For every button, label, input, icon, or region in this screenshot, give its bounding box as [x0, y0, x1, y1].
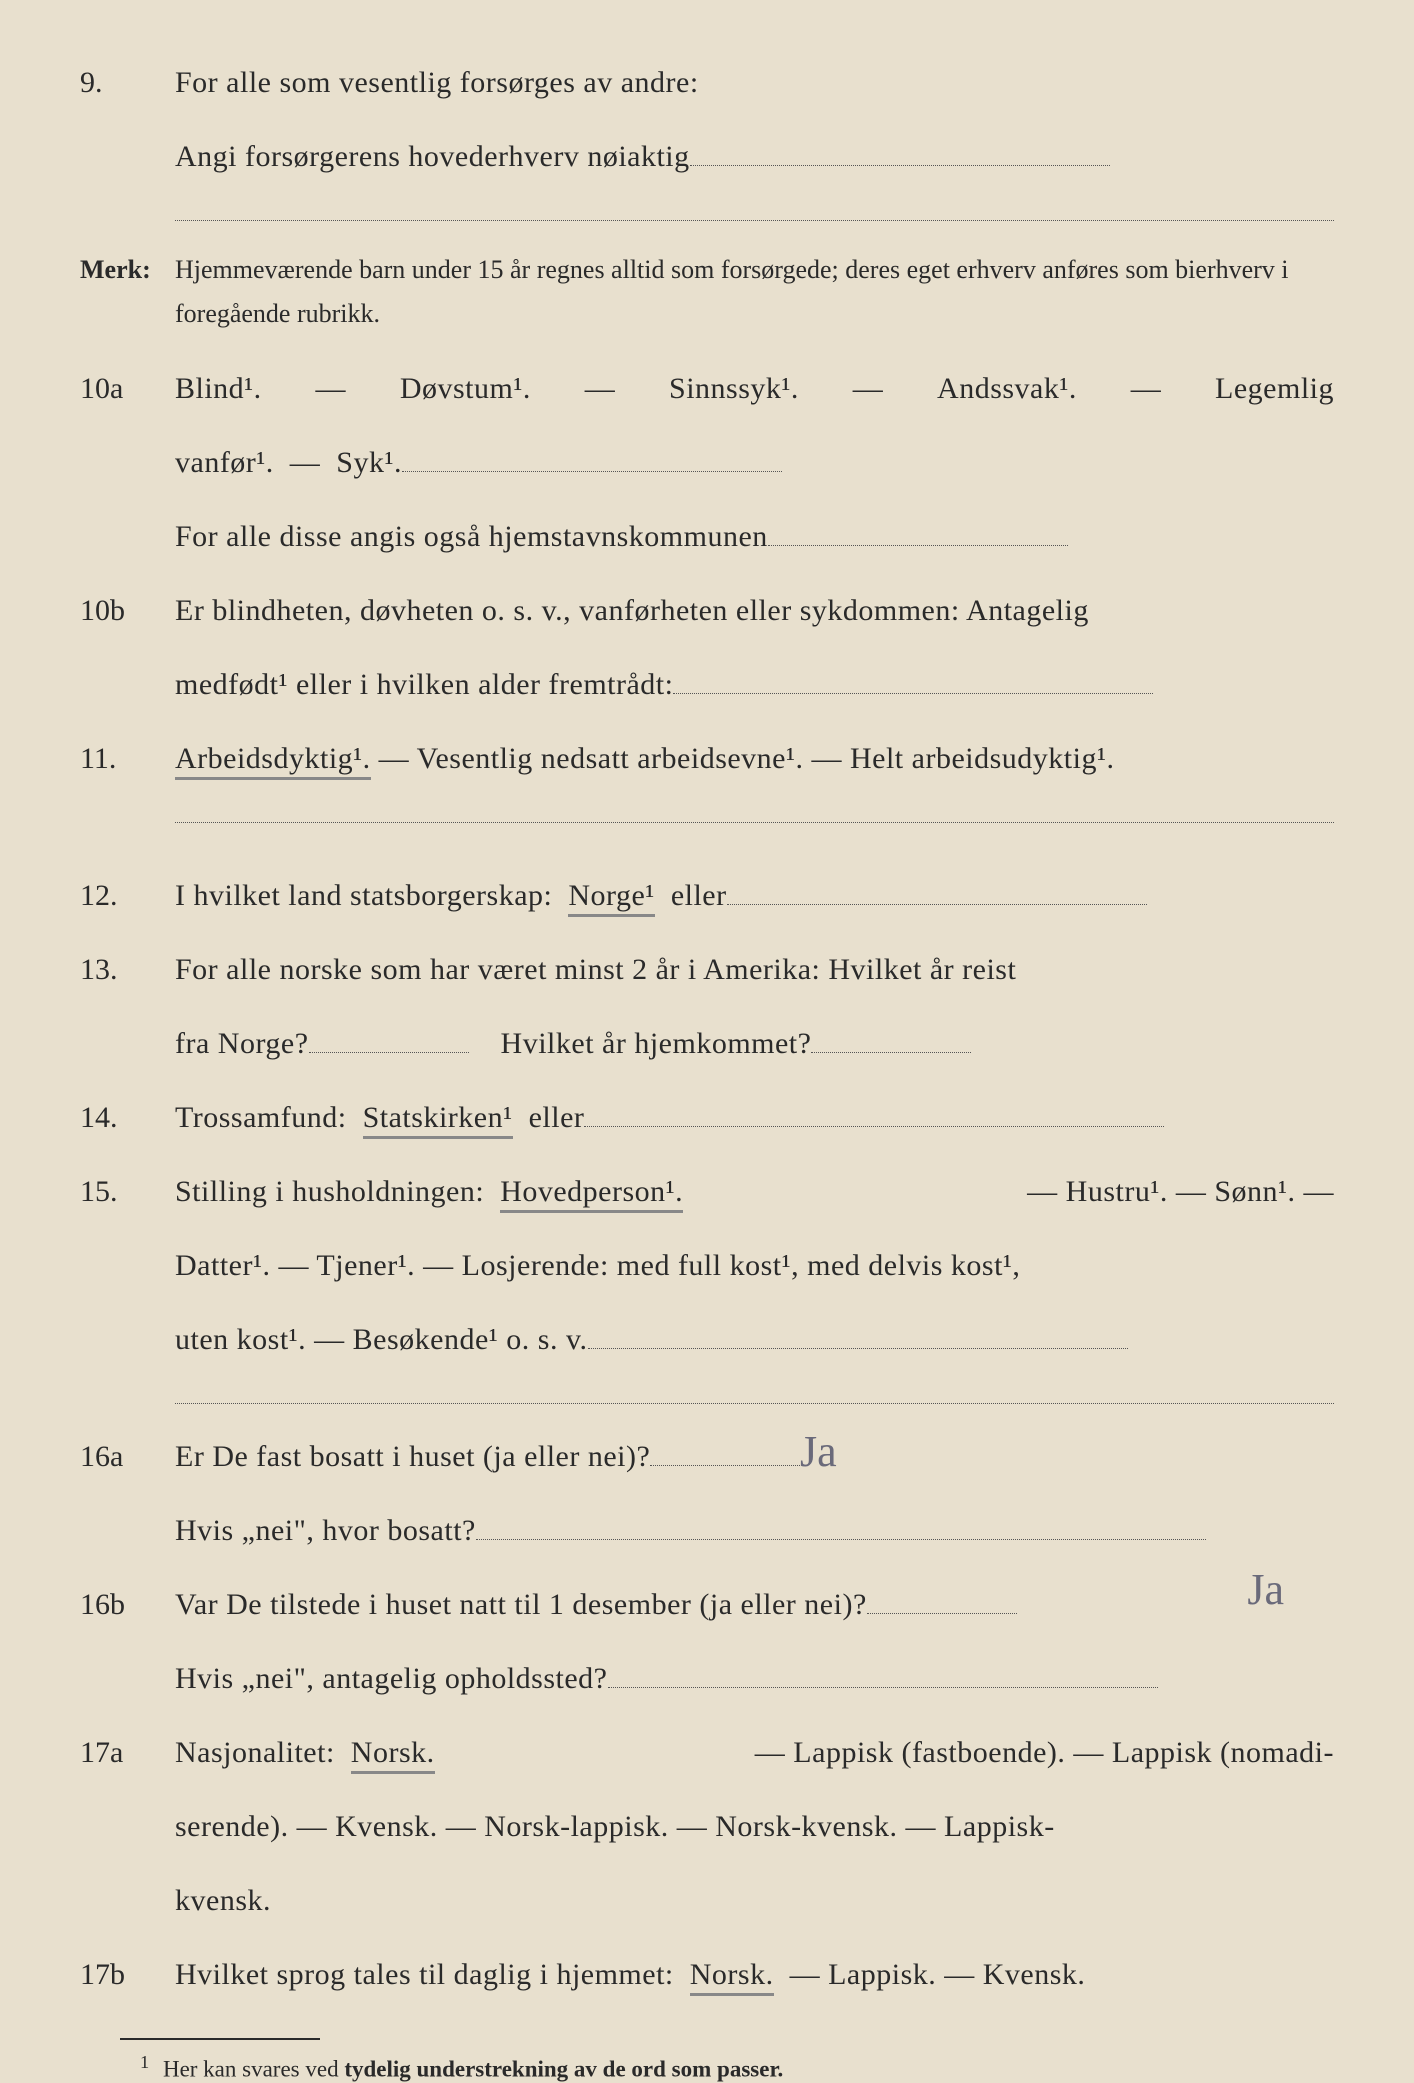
q9-row1: 9. For alle som vesentlig forsørges av a…	[80, 50, 1334, 116]
q10a-row1: 10a Blind¹. — Døvstum¹. — Sinnssyk¹. — A…	[80, 356, 1334, 422]
q15-line1: Stilling i husholdningen: Hovedperson¹. …	[175, 1159, 1334, 1225]
q10b-num: 10b	[80, 578, 175, 644]
q13-row1: 13. For alle norske som har været minst …	[80, 937, 1334, 1003]
q15-line3: uten kost¹. — Besøkende¹ o. s. v.	[175, 1307, 1334, 1373]
q10b-row1: 10b Er blindheten, døvheten o. s. v., va…	[80, 578, 1334, 644]
q11-content: Arbeidsdyktig¹. — Vesentlig nedsatt arbe…	[175, 726, 1334, 792]
q17a-row2: serende). — Kvensk. — Norsk-lappisk. — N…	[80, 1794, 1334, 1860]
footnote: 1 Her kan svares ved tydelig understrekn…	[140, 2052, 1334, 2083]
q17b-row: 17b Hvilket sprog tales til daglig i hje…	[80, 1942, 1334, 2008]
q9-line2: Angi forsørgerens hovederhverv nøiaktig	[175, 124, 1334, 190]
q11-row: 11. Arbeidsdyktig¹. — Vesentlig nedsatt …	[80, 726, 1334, 792]
q16b-line2: Hvis „nei", antagelig opholdssted?	[175, 1646, 1334, 1712]
q15-num: 15.	[80, 1159, 175, 1225]
q15-row3: uten kost¹. — Besøkende¹ o. s. v.	[80, 1307, 1334, 1373]
q10a-line1: Blind¹. — Døvstum¹. — Sinnssyk¹. — Andss…	[175, 356, 1334, 422]
q13-line2: fra Norge? Hvilket år hjemkommet?	[175, 1011, 1334, 1077]
q17a-line2: serende). — Kvensk. — Norsk-lappisk. — N…	[175, 1794, 1334, 1860]
q9-row2: Angi forsørgerens hovederhverv nøiaktig	[80, 124, 1334, 190]
q17b-num: 17b	[80, 1942, 175, 2008]
q11-blank	[175, 822, 1334, 823]
q16b-line1: Var De tilstede i huset natt til 1 desem…	[175, 1572, 1334, 1638]
q10a-line2: vanfør¹. — Syk¹.	[175, 430, 1334, 496]
q10b-line2: medfødt¹ eller i hvilken alder fremtrådt…	[175, 652, 1334, 718]
q16b-hand: Ja	[1247, 1542, 1284, 1639]
q17a-line3: kvensk.	[175, 1868, 1334, 1934]
q10a-row3: For alle disse angis også hjemstavnskomm…	[80, 504, 1334, 570]
q9-blank	[175, 220, 1334, 221]
q17b-content: Hvilket sprog tales til daglig i hjemmet…	[175, 1942, 1334, 2008]
q16b-row1: 16b Var De tilstede i huset natt til 1 d…	[80, 1572, 1334, 1638]
q15-row2: Datter¹. — Tjener¹. — Losjerende: med fu…	[80, 1233, 1334, 1299]
q9-line1: For alle som vesentlig forsørges av andr…	[175, 50, 1334, 116]
merk-text: Hjemmeværende barn under 15 år regnes al…	[175, 248, 1334, 336]
q14-num: 14.	[80, 1085, 175, 1151]
q10a-line3: For alle disse angis også hjemstavnskomm…	[175, 504, 1334, 570]
q13-num: 13.	[80, 937, 175, 1003]
q10b-row2: medfødt¹ eller i hvilken alder fremtrådt…	[80, 652, 1334, 718]
merk-label: Merk:	[80, 241, 175, 298]
q10a-num: 10a	[80, 356, 175, 422]
q17a-row3: kvensk.	[80, 1868, 1334, 1934]
q11-num: 11.	[80, 726, 175, 792]
q15-row1: 15. Stilling i husholdningen: Hovedperso…	[80, 1159, 1334, 1225]
q17a-num: 17a	[80, 1720, 175, 1786]
footnote-rule	[120, 2038, 320, 2040]
q14-row: 14. Trossamfund: Statskirken¹ eller	[80, 1085, 1334, 1151]
q16a-line1: Er De fast bosatt i huset (ja eller nei)…	[175, 1424, 1334, 1490]
q15-line2: Datter¹. — Tjener¹. — Losjerende: med fu…	[175, 1233, 1334, 1299]
q16a-row2: Hvis „nei", hvor bosatt?	[80, 1498, 1334, 1564]
q12-row: 12. I hvilket land statsborgerskap: Norg…	[80, 863, 1334, 929]
q12-num: 12.	[80, 863, 175, 929]
q13-row2: fra Norge? Hvilket år hjemkommet?	[80, 1011, 1334, 1077]
q15-blank	[175, 1403, 1334, 1404]
q16a-line2: Hvis „nei", hvor bosatt?	[175, 1498, 1334, 1564]
q16b-row2: Hvis „nei", antagelig opholdssted?	[80, 1646, 1334, 1712]
q17a-row1: 17a Nasjonalitet: Norsk. — Lappisk (fast…	[80, 1720, 1334, 1786]
q17a-line1: Nasjonalitet: Norsk. — Lappisk (fastboen…	[175, 1720, 1334, 1786]
q12-content: I hvilket land statsborgerskap: Norge¹ e…	[175, 863, 1334, 929]
q14-content: Trossamfund: Statskirken¹ eller	[175, 1085, 1334, 1151]
q9-num: 9.	[80, 50, 175, 116]
q10b-line1: Er blindheten, døvheten o. s. v., vanfør…	[175, 578, 1334, 644]
q16a-row1: 16a Er De fast bosatt i huset (ja eller …	[80, 1424, 1334, 1490]
q16b-num: 16b	[80, 1572, 175, 1638]
q16a-num: 16a	[80, 1424, 175, 1490]
q10a-row2: vanfør¹. — Syk¹.	[80, 430, 1334, 496]
merk-row: Merk: Hjemmeværende barn under 15 år reg…	[80, 241, 1334, 336]
q13-line1: For alle norske som har været minst 2 år…	[175, 937, 1334, 1003]
q16a-hand: Ja	[800, 1404, 837, 1501]
